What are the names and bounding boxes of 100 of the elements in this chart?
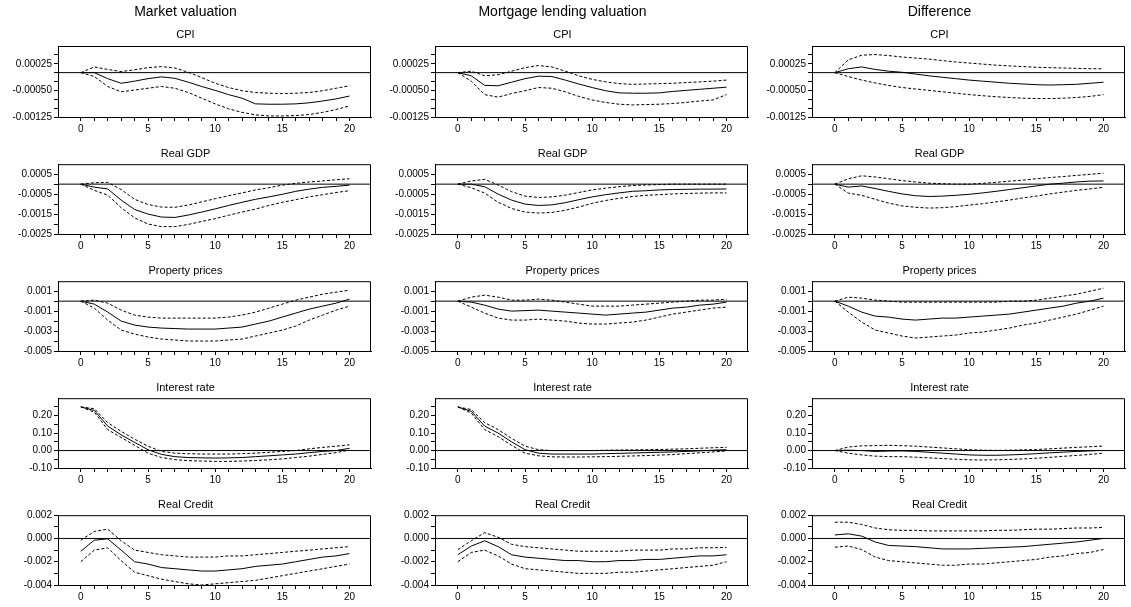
x-tick-label: 5 (522, 473, 529, 485)
y-tick-label: -0.004 (23, 578, 53, 590)
chart-title: Real GDP (914, 146, 965, 159)
x-tick-label: 10 (209, 122, 222, 134)
y-tick-label: 0.000 (403, 532, 430, 544)
y-tick-label: 0.10 (786, 426, 807, 438)
x-tick-label: 20 (720, 590, 733, 602)
x-tick-label: 20 (720, 473, 733, 485)
y-tick-label: 0.00 (409, 444, 430, 456)
x-tick-label: 10 (209, 473, 222, 485)
x-tick-label: 0 (455, 356, 462, 368)
x-tick-label: 0 (832, 356, 839, 368)
x-tick-label: 10 (586, 239, 599, 251)
y-tick-label: 0.00025 (392, 57, 430, 69)
chart-title: Real Credit (911, 497, 968, 510)
y-tick-label: 0.10 (409, 426, 430, 438)
x-tick-label: 15 (276, 473, 289, 485)
y-tick-label: -0.10 (29, 461, 53, 473)
y-tick-label: -0.002 (400, 555, 430, 567)
chart-subtitle: CPI (176, 28, 195, 41)
y-tick-label: -0.00050 (12, 84, 53, 96)
chart-title: Property prices (148, 263, 223, 276)
y-tick-label: -0.005 (777, 344, 807, 356)
x-tick-label: 15 (1030, 473, 1043, 485)
chart-title: Real GDP (160, 146, 211, 159)
y-tick-label: -0.0015 (772, 207, 807, 219)
x-tick-label: 5 (899, 239, 906, 251)
chart-subtitle: CPI (553, 28, 572, 41)
chart-title: Difference (907, 3, 972, 20)
x-tick-label: 20 (343, 356, 356, 368)
x-tick-label: 0 (78, 239, 85, 251)
x-tick-label: 0 (832, 590, 839, 602)
x-tick-label: 5 (522, 356, 529, 368)
x-tick-label: 10 (586, 122, 599, 134)
x-tick-label: 20 (1097, 356, 1110, 368)
x-tick-label: 15 (1030, 356, 1043, 368)
y-tick-label: -0.0005 (395, 187, 430, 199)
x-tick-label: 15 (276, 239, 289, 251)
x-tick-label: 10 (963, 122, 976, 134)
y-tick-label: -0.005 (23, 344, 53, 356)
y-tick-label: 0.001 (403, 284, 430, 296)
y-tick-label: -0.00050 (766, 84, 807, 96)
x-tick-label: 20 (1097, 122, 1110, 134)
x-tick-label: 20 (720, 122, 733, 134)
y-tick-label: -0.001 (23, 304, 53, 316)
x-tick-label: 0 (78, 590, 85, 602)
y-tick-label: -0.0015 (18, 207, 53, 219)
y-tick-label: -0.003 (777, 324, 807, 336)
x-tick-label: 10 (963, 356, 976, 368)
x-tick-label: 10 (586, 590, 599, 602)
y-tick-label: -0.0025 (395, 227, 430, 239)
chart-title: Property prices (525, 263, 600, 276)
y-tick-label: 0.001 (780, 284, 807, 296)
x-tick-label: 0 (832, 239, 839, 251)
x-tick-label: 15 (1030, 239, 1043, 251)
y-tick-label: -0.00125 (389, 110, 430, 122)
chart-title: Real Credit (157, 497, 214, 510)
x-tick-label: 20 (343, 239, 356, 251)
x-tick-label: 0 (78, 356, 85, 368)
chart-title: Interest rate (156, 380, 215, 393)
x-tick-label: 0 (832, 122, 839, 134)
y-tick-label: 0.00025 (15, 57, 53, 69)
chart-title: Real Credit (534, 497, 591, 510)
y-tick-label: 0.0005 (775, 167, 807, 179)
x-tick-label: 15 (1030, 590, 1043, 602)
x-tick-label: 15 (653, 122, 666, 134)
y-tick-label: -0.001 (400, 304, 430, 316)
x-tick-label: 10 (963, 473, 976, 485)
x-tick-label: 5 (145, 122, 152, 134)
x-tick-label: 10 (209, 239, 222, 251)
x-tick-label: 15 (276, 590, 289, 602)
y-tick-label: 0.00 (32, 444, 53, 456)
x-tick-label: 0 (455, 122, 462, 134)
y-tick-label: 0.20 (409, 409, 430, 421)
x-tick-label: 0 (78, 122, 85, 134)
x-tick-label: 5 (522, 590, 529, 602)
x-tick-label: 20 (343, 590, 356, 602)
y-tick-label: -0.0025 (18, 227, 53, 239)
y-tick-label: -0.00125 (12, 110, 53, 122)
x-tick-label: 15 (276, 122, 289, 134)
y-tick-label: 0.002 (26, 508, 53, 520)
y-tick-label: -0.0005 (772, 187, 807, 199)
y-tick-label: -0.0025 (772, 227, 807, 239)
x-tick-label: 15 (653, 239, 666, 251)
x-tick-label: 5 (522, 122, 529, 134)
y-tick-label: 0.00 (786, 444, 807, 456)
y-tick-label: -0.00050 (389, 84, 430, 96)
x-tick-label: 5 (899, 590, 906, 602)
x-tick-label: 0 (78, 473, 85, 485)
x-tick-label: 5 (899, 473, 906, 485)
x-tick-label: 10 (586, 356, 599, 368)
y-tick-label: 0.002 (780, 508, 807, 520)
y-tick-label: 0.002 (403, 508, 430, 520)
x-tick-label: 0 (455, 239, 462, 251)
x-tick-label: 15 (653, 356, 666, 368)
x-tick-label: 10 (586, 473, 599, 485)
y-tick-label: -0.001 (777, 304, 807, 316)
x-tick-label: 20 (1097, 590, 1110, 602)
x-tick-label: 15 (653, 590, 666, 602)
y-tick-label: -0.002 (777, 555, 807, 567)
